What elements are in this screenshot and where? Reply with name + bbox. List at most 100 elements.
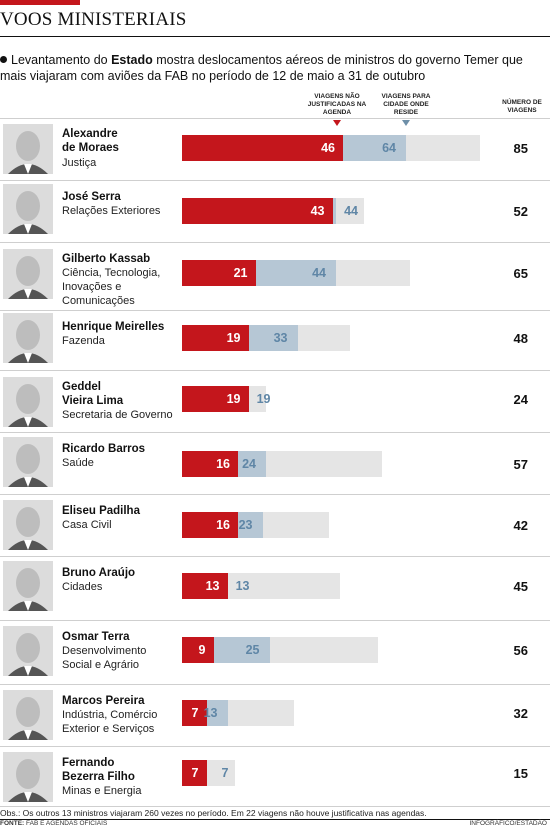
minister-role: Ciência, Tecnologia, Inovações e Comunic…	[62, 267, 161, 307]
minister-photo	[3, 561, 53, 611]
minister-row: Bruno Araújo Cidades 13 13 45	[0, 556, 550, 618]
bar-unjustified-trips	[182, 325, 249, 351]
row-divider	[0, 746, 550, 747]
bar-unjustified-trips	[182, 386, 249, 412]
minister-row: Eliseu Padilha Casa Civil 16 23 42	[0, 494, 550, 556]
minister-name: José Serra	[62, 191, 121, 203]
label-total-trips: 48	[513, 331, 528, 346]
bar-unjustified-trips	[182, 637, 214, 663]
title-divider	[0, 36, 550, 37]
minister-name: Osmar Terra	[62, 631, 130, 643]
minister-row: Marcos Pereira Indústria, Comércio Exteri…	[0, 684, 550, 746]
minister-role: Saúde	[62, 457, 94, 469]
minister-name: Geddel Vieira Lima	[62, 381, 124, 407]
legend-home-city-arrow-icon	[402, 120, 410, 126]
bar-unjustified-trips	[182, 198, 333, 224]
minister-name: Alexandre de Moraes	[62, 128, 119, 154]
label-total-trips: 42	[513, 518, 528, 533]
label-unjustified-value: 16	[216, 518, 230, 532]
minister-row: Osmar Terra Desenvolvimento Social e Agrá…	[0, 620, 550, 682]
label-home-city-value: 33	[273, 331, 288, 345]
label-unjustified-value: 7	[191, 706, 199, 720]
label-total-trips: 15	[513, 766, 528, 781]
label-unjustified-value: 13	[205, 579, 220, 593]
legend-unjustified-arrow-icon	[333, 120, 341, 126]
row-divider	[0, 494, 550, 495]
subtitle: Levantamento do Estado mostra deslocamen…	[0, 52, 545, 84]
label-total-trips: 45	[513, 579, 528, 594]
legend-unjustified: VIAGENS NÃO JUSTIFICADAS NA AGENDA	[307, 93, 367, 116]
bullet-icon	[0, 56, 7, 63]
minister-photo	[3, 437, 53, 487]
minister-photo	[3, 500, 53, 550]
label-unjustified-value: 9	[198, 643, 206, 657]
minister-role: Fazenda	[62, 335, 105, 347]
subtitle-bold: Estado	[111, 53, 153, 67]
source-text: FAB E AGENDAS OFICIAIS	[26, 820, 108, 827]
legend-home-city: VIAGENS PARA CIDADE ONDE RESIDE	[381, 93, 431, 116]
bar-unjustified-trips	[182, 260, 256, 286]
label-unjustified-value: 19	[226, 392, 241, 406]
minister-name: Henrique Meirelles	[62, 321, 165, 333]
label-total-trips: 32	[513, 706, 528, 721]
row-divider	[0, 684, 550, 685]
label-total-trips: 56	[513, 643, 528, 658]
label-total-trips: 85	[513, 141, 528, 156]
label-unjustified-value: 46	[321, 141, 335, 155]
minister-row: José Serra Relações Exteriores 43 44 52	[0, 180, 550, 242]
label-unjustified-value: 43	[310, 204, 325, 218]
minister-role: Justiça	[62, 157, 97, 169]
bar-unjustified-trips	[182, 451, 238, 477]
minister-row: Gilberto Kassab Ciência, Tecnologia, Inov…	[0, 242, 550, 307]
row-divider	[0, 432, 550, 433]
label-total-trips: 52	[513, 204, 528, 219]
minister-role: Minas e Energia	[62, 785, 142, 797]
label-home-city-value: 7	[221, 766, 229, 780]
minister-row: Fernando Bezerra Filho Minas e Energia 7 7 15	[0, 746, 550, 808]
footnote: Obs.: Os outros 13 ministros viajaram 26…	[0, 808, 427, 818]
row-divider	[0, 242, 550, 243]
row-divider	[0, 180, 550, 181]
bar-unjustified-trips	[182, 760, 207, 786]
label-total-trips: 24	[513, 392, 528, 407]
credit: INFOGRÁFICO/ESTADÃO	[469, 820, 547, 827]
row-divider	[0, 118, 550, 119]
source: FONTE: FAB E AGENDAS OFICIAIS	[0, 820, 107, 827]
minister-photo	[3, 184, 53, 234]
minister-role: Cidades	[62, 581, 103, 593]
label-unjustified-value: 7	[191, 766, 199, 780]
label-home-city-value: 44	[312, 266, 326, 280]
minister-row: Ricardo Barros Saúde 16 24 57	[0, 432, 550, 494]
bar-unjustified-trips	[182, 573, 228, 599]
minister-photo	[3, 313, 53, 363]
label-home-city-value: 19	[256, 392, 271, 406]
row-divider	[0, 556, 550, 557]
minister-role: Secretaria de Governo	[62, 409, 173, 421]
label-total-trips: 65	[513, 266, 528, 281]
label-home-city-value: 13	[203, 706, 218, 720]
minister-role: Casa Civil	[62, 519, 112, 531]
row-divider	[0, 310, 550, 311]
minister-role: Indústria, Comércio Exterior e Serviços	[62, 709, 158, 735]
minister-name: Gilberto Kassab	[62, 253, 151, 265]
label-total-trips: 57	[513, 457, 528, 472]
minister-photo	[3, 249, 53, 299]
minister-row: Geddel Vieira Lima Secretaria de Governo 19…	[0, 370, 550, 432]
label-home-city-value: 64	[382, 141, 396, 155]
minister-name: Marcos Pereira	[62, 695, 145, 707]
minister-role: Relações Exteriores	[62, 205, 161, 217]
title-accent-bar	[0, 0, 80, 5]
minister-photo	[3, 752, 53, 802]
minister-photo	[3, 124, 53, 174]
bar-unjustified-trips	[182, 512, 238, 538]
minister-photo	[3, 626, 53, 676]
minister-name: Fernando Bezerra Filho	[62, 757, 135, 783]
minister-name: Eliseu Padilha	[62, 505, 140, 517]
minister-row: Alexandre de Moraes Justiça 46 64 85	[0, 118, 550, 180]
source-label: FONTE:	[0, 820, 25, 827]
label-unjustified-value: 21	[233, 266, 248, 280]
label-unjustified-value: 19	[226, 331, 241, 345]
bar-unjustified-trips	[182, 700, 207, 726]
label-home-city-value: 23	[238, 518, 253, 532]
subtitle-post: mostra deslocamentos aéreos de ministros…	[0, 53, 523, 83]
